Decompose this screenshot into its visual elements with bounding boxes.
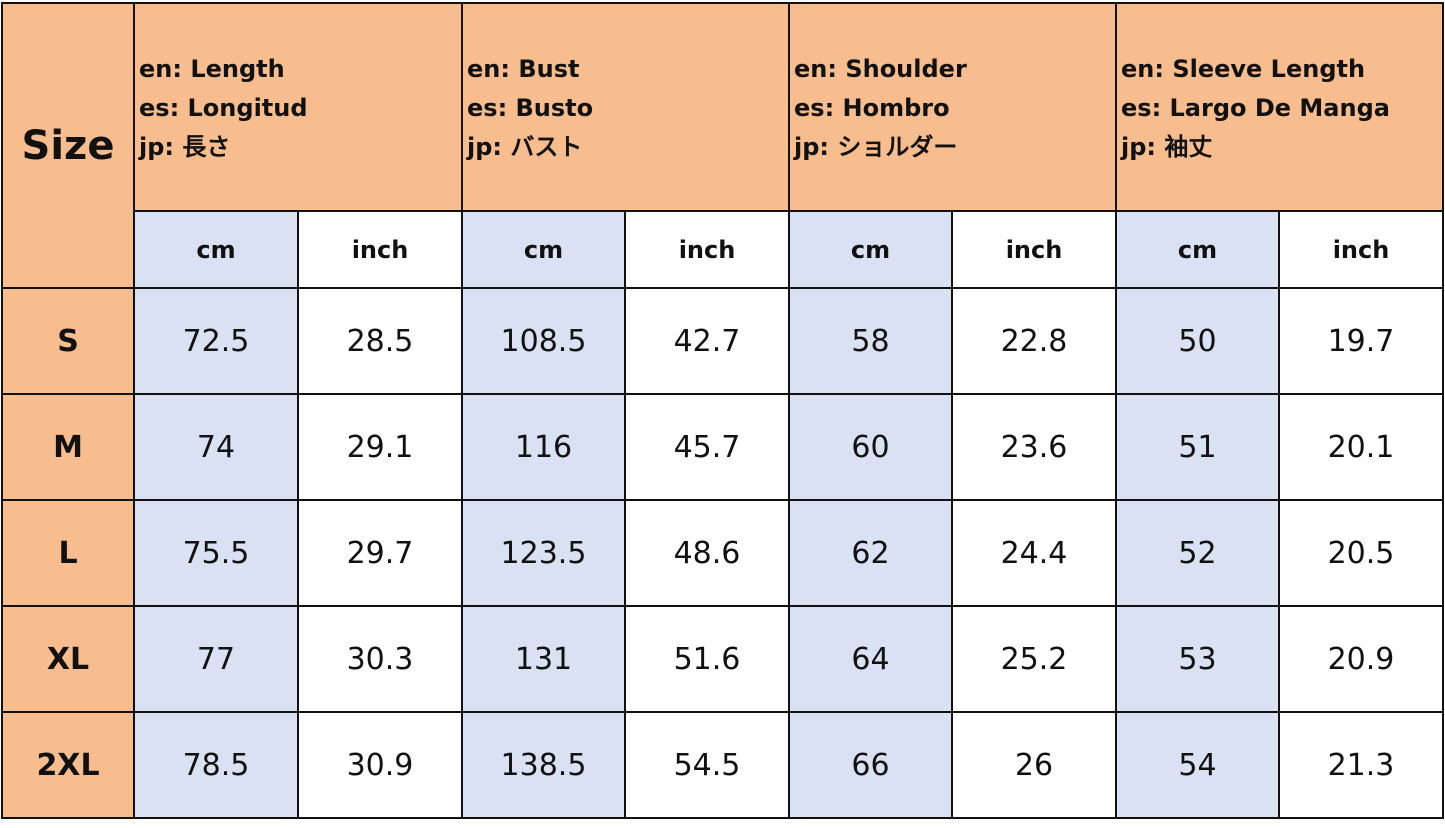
- inch-value: 20.9: [1278, 605, 1444, 713]
- inch-value: 25.2: [951, 605, 1117, 713]
- unit-cm: cm: [788, 210, 953, 289]
- label-en: en: Length: [139, 55, 285, 83]
- inch-value: 23.6: [951, 393, 1117, 501]
- label-es: es: Longitud: [139, 94, 308, 122]
- label-en: en: Bust: [467, 55, 580, 83]
- label-es: es: Largo De Manga: [1121, 94, 1390, 122]
- inch-value: 54.5: [624, 711, 790, 819]
- inch-value: 45.7: [624, 393, 790, 501]
- cm-value: 123.5: [461, 499, 626, 607]
- cm-value: 116: [461, 393, 626, 501]
- label-jp: jp: ショルダー: [794, 133, 958, 161]
- unit-cm: cm: [133, 210, 299, 289]
- cm-value: 52: [1115, 499, 1280, 607]
- cm-value: 62: [788, 499, 953, 607]
- label-jp: jp: 長さ: [139, 133, 231, 161]
- label-en: en: Sleeve Length: [1121, 55, 1366, 83]
- table-row: M 74 29.1 116 45.7 60 23.6 51 20.1: [1, 393, 1444, 501]
- unit-row: cm inch cm inch cm inch cm inch: [2, 210, 1444, 289]
- unit-cm: cm: [1115, 210, 1280, 289]
- size-label: 2XL: [1, 711, 135, 819]
- label-es: es: Busto: [467, 94, 594, 122]
- cm-value: 74: [133, 393, 299, 501]
- header-row: Size en: Length es: Longitud jp: 長さ en: …: [1, 2, 1444, 289]
- table-row: S 72.5 28.5 108.5 42.7 58 22.8 50 19.7: [1, 287, 1444, 395]
- inch-value: 20.1: [1278, 393, 1444, 501]
- shoulder-header: en: Shoulder es: Hombro jp: ショルダー: [788, 2, 1117, 212]
- table-row: 2XL 78.5 30.9 138.5 54.5 66 26 54 21.3: [1, 711, 1444, 819]
- inch-value: 51.6: [624, 605, 790, 713]
- cm-value: 77: [133, 605, 299, 713]
- table-row: XL 77 30.3 131 51.6 64 25.2 53 20.9: [1, 605, 1444, 713]
- cm-value: 58: [788, 287, 953, 395]
- inch-value: 19.7: [1278, 287, 1444, 395]
- inch-value: 22.8: [951, 287, 1117, 395]
- size-header: Size: [1, 2, 135, 289]
- cm-value: 138.5: [461, 711, 626, 819]
- unit-inch: inch: [624, 210, 790, 289]
- inch-value: 21.3: [1278, 711, 1444, 819]
- unit-inch: inch: [1278, 210, 1444, 289]
- table-row: L 75.5 29.7 123.5 48.6 62 24.4 52 20.5: [1, 499, 1444, 607]
- unit-cm: cm: [461, 210, 626, 289]
- unit-inch: inch: [951, 210, 1117, 289]
- inch-value: 24.4: [951, 499, 1117, 607]
- inch-value: 29.1: [297, 393, 463, 501]
- length-header: en: Length es: Longitud jp: 長さ: [133, 2, 463, 212]
- cm-value: 72.5: [133, 287, 299, 395]
- cm-value: 53: [1115, 605, 1280, 713]
- inch-value: 26: [951, 711, 1117, 819]
- size-label: M: [1, 393, 135, 501]
- label-jp: jp: 袖丈: [1121, 133, 1213, 161]
- cm-value: 78.5: [133, 711, 299, 819]
- size-label: XL: [1, 605, 135, 713]
- inch-value: 30.3: [297, 605, 463, 713]
- cm-value: 108.5: [461, 287, 626, 395]
- cm-value: 75.5: [133, 499, 299, 607]
- inch-value: 42.7: [624, 287, 790, 395]
- cm-value: 131: [461, 605, 626, 713]
- cm-value: 64: [788, 605, 953, 713]
- inch-value: 48.6: [624, 499, 790, 607]
- inch-value: 29.7: [297, 499, 463, 607]
- cm-value: 60: [788, 393, 953, 501]
- cm-value: 50: [1115, 287, 1280, 395]
- label-es: es: Hombro: [794, 94, 950, 122]
- inch-value: 28.5: [297, 287, 463, 395]
- inch-value: 30.9: [297, 711, 463, 819]
- size-label: S: [1, 287, 135, 395]
- bust-header: en: Bust es: Busto jp: バスト: [461, 2, 790, 212]
- inch-value: 20.5: [1278, 499, 1444, 607]
- size-label: L: [1, 499, 135, 607]
- cm-value: 54: [1115, 711, 1280, 819]
- sleeve-length-header: en: Sleeve Length es: Largo De Manga jp:…: [1115, 2, 1444, 212]
- label-en: en: Shoulder: [794, 55, 967, 83]
- label-jp: jp: バスト: [467, 133, 583, 161]
- cm-value: 51: [1115, 393, 1280, 501]
- unit-inch: inch: [297, 210, 463, 289]
- cm-value: 66: [788, 711, 953, 819]
